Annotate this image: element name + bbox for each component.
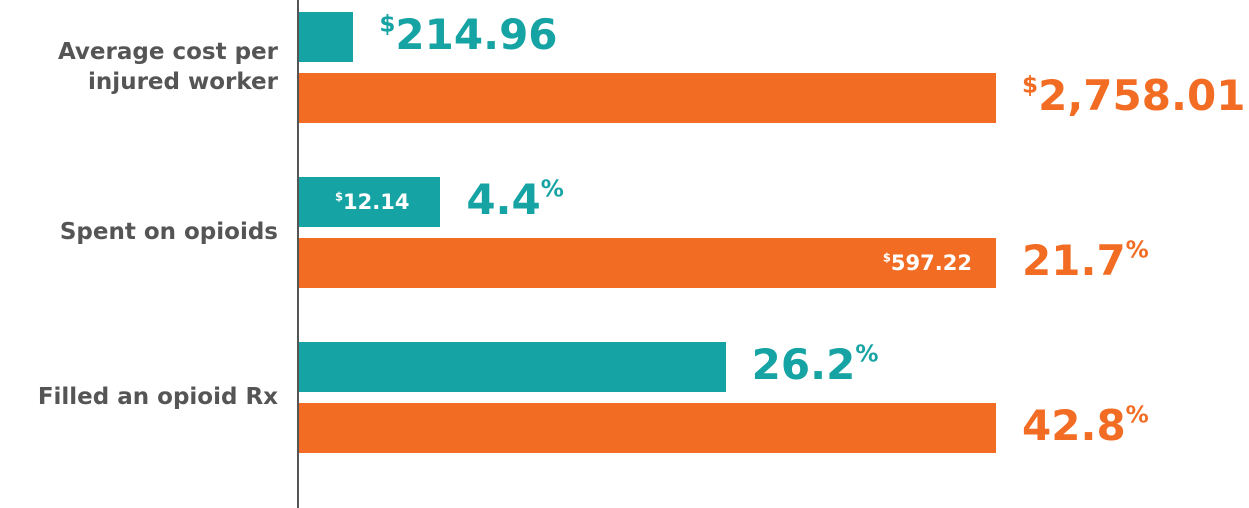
value-label: 26.2% (751, 340, 879, 389)
value-label: $2,758.01 (1022, 71, 1246, 120)
bar: $12.14 (299, 177, 441, 227)
value-label: $214.96 (379, 10, 558, 59)
value-label: 42.8% (1022, 401, 1149, 450)
bar (299, 73, 996, 123)
value-label: 4.4% (466, 175, 564, 224)
axis-line (297, 0, 299, 508)
category-label: Average cost per injured worker (57, 39, 278, 95)
inner-value-label: $12.14 (335, 189, 410, 214)
bar: $597.22 (299, 238, 996, 288)
value-label: 21.7% (1022, 236, 1149, 285)
category-label: Filled an opioid Rx (37, 384, 278, 410)
bar (299, 12, 354, 62)
bar (299, 403, 996, 453)
category-label: Spent on opioids (59, 219, 278, 245)
inner-value-label: $597.22 (882, 250, 972, 275)
bar (299, 342, 726, 392)
